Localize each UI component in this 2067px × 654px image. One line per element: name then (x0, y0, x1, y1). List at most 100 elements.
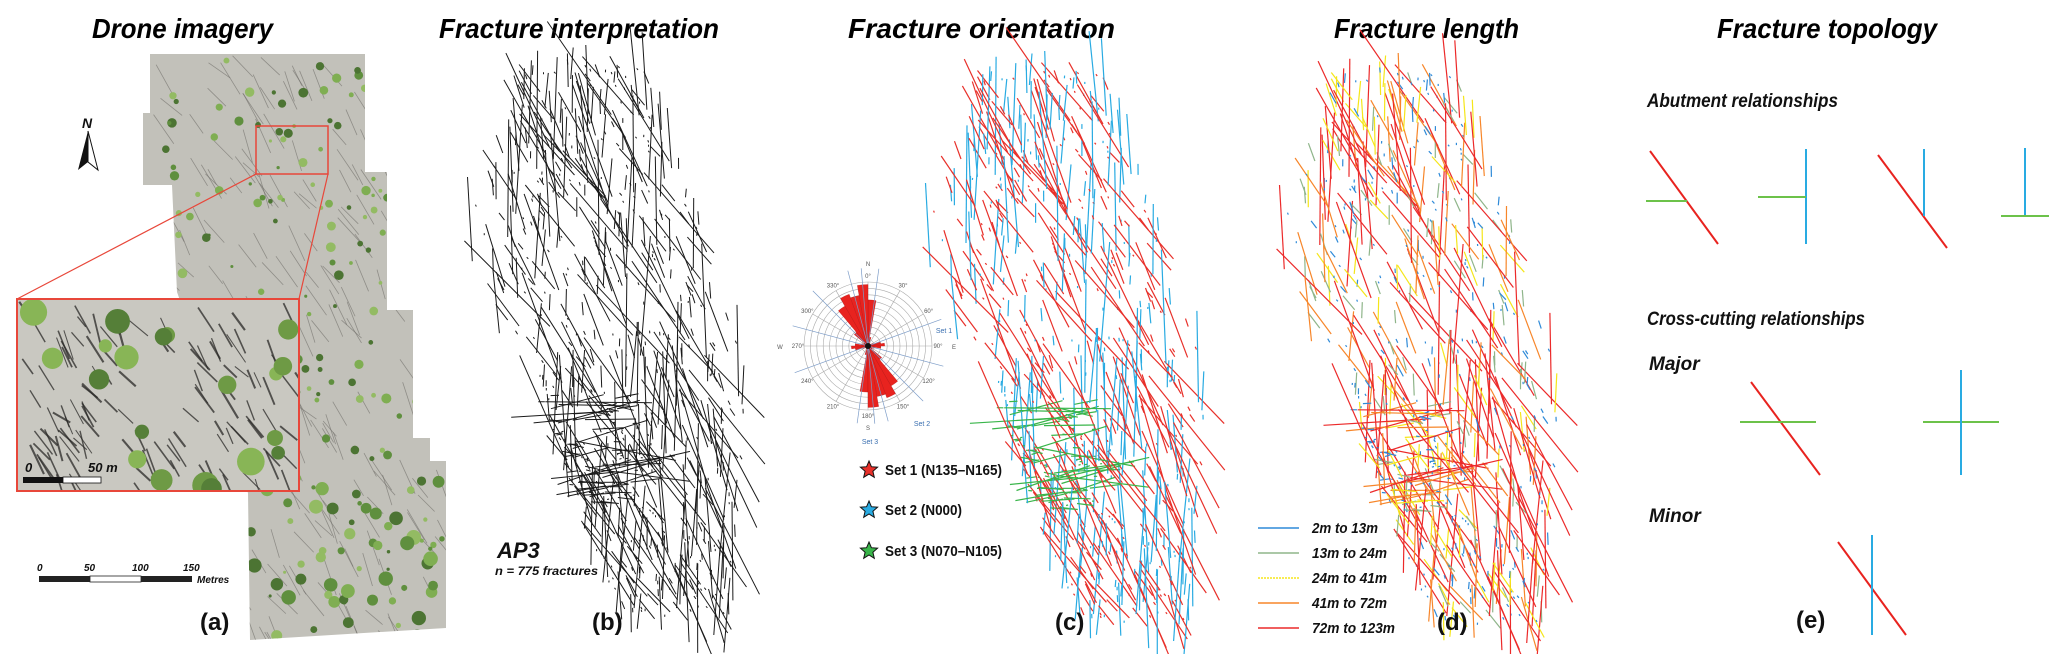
fracture-line (721, 459, 723, 463)
fracture-line (1361, 116, 1376, 148)
fracture-line (970, 104, 978, 177)
vegetation-patch (425, 314, 433, 323)
vegetation-patch (321, 434, 331, 443)
vegetation-patch (367, 594, 379, 606)
fracture-line (1436, 183, 1440, 198)
fracture-line (1068, 480, 1072, 483)
fracture-line (582, 56, 635, 116)
fracture-line (1081, 206, 1084, 209)
fracture-line (1039, 355, 1045, 399)
crack-texture (332, 401, 348, 426)
fracture-line (1173, 551, 1181, 642)
vegetation-patch (201, 478, 222, 491)
fracture-line (1429, 460, 1436, 463)
crack-texture (311, 320, 330, 343)
vegetation-patch (202, 233, 211, 242)
fracture-line (668, 577, 673, 584)
fracture-line (1036, 78, 1055, 142)
fracture-line (1189, 414, 1196, 422)
fracture-line (1058, 94, 1061, 107)
fracture-line (1322, 117, 1339, 152)
fracture-line (709, 572, 713, 580)
fracture-line (1381, 187, 1384, 190)
vegetation-patch (230, 572, 234, 576)
fracture-line (1398, 477, 1404, 480)
fracture-line (1430, 533, 1457, 582)
fracture-line (530, 287, 543, 303)
fracture-line (1025, 59, 1028, 94)
fracture-line (593, 329, 596, 340)
fracture-line (981, 74, 984, 106)
fracture-line (1324, 106, 1332, 179)
fracture-line (675, 310, 722, 388)
fracture-line (585, 469, 591, 472)
fracture-line (1103, 178, 1174, 260)
fracture-line (1449, 329, 1452, 414)
crack-texture (355, 259, 369, 292)
fracture-line (1025, 65, 1028, 71)
crack-texture (264, 631, 286, 640)
fracture-line (1076, 217, 1079, 221)
abutment-diagram-3 (1877, 149, 1948, 249)
fracture-line (1352, 214, 1357, 221)
rose-diagram: 0°30°60°90°120°150°180°210°240°270°300°3… (777, 262, 956, 446)
rose-petal (840, 294, 869, 347)
fracture-line (1002, 78, 1008, 114)
fracture-line (1078, 463, 1081, 466)
fracture-line (709, 282, 712, 299)
fracture-line (1007, 96, 1011, 129)
fracture-line (541, 360, 544, 364)
fracture-line (580, 520, 635, 606)
fracture-line (1143, 544, 1147, 548)
fracture-line (1430, 220, 1433, 245)
fracture-line (1005, 399, 1009, 427)
fracture-line (977, 119, 1034, 182)
crack-texture (305, 271, 319, 288)
fracture-line (503, 79, 547, 155)
fracture-line (517, 84, 525, 96)
fracture-line (1182, 617, 1185, 621)
fracture-line (1317, 60, 1362, 155)
crack-texture (54, 435, 64, 462)
fracture-line (632, 486, 640, 498)
fracture-line (1370, 99, 1394, 141)
crack-texture (439, 97, 446, 123)
fracture-line (624, 491, 653, 561)
fracture-line (1299, 291, 1332, 335)
vegetation-patch (444, 186, 446, 197)
fracture-line (1385, 422, 1414, 429)
fracture-line (1015, 439, 1022, 442)
crack-texture (39, 427, 59, 447)
fracture-line (1029, 449, 1043, 455)
fracture-line (712, 342, 716, 347)
fracture-line (668, 337, 671, 341)
fracture-line (1051, 433, 1083, 436)
fracture-line (1026, 476, 1038, 479)
rose-degree-label: 150° (897, 405, 910, 411)
fracture-line (999, 312, 1055, 399)
fracture-line (708, 541, 714, 599)
fracture-line (1492, 562, 1496, 592)
fracture-line (662, 351, 667, 454)
crack-texture (204, 460, 213, 475)
crack-texture (299, 70, 313, 102)
vegetation-patch (153, 591, 163, 601)
fracture-line (1430, 504, 1448, 509)
vegetation-patch (273, 356, 293, 376)
fracture-line (945, 176, 953, 194)
fracture-line (536, 50, 539, 169)
fracture-line (1504, 302, 1509, 312)
fracture-line (1003, 155, 1009, 243)
fracture-line (999, 106, 1006, 115)
fracture-line (1065, 504, 1069, 507)
fracture-line (1389, 281, 1446, 344)
fracture-line (1007, 300, 1010, 317)
fracture-line (1374, 280, 1381, 295)
fracture-line (600, 365, 603, 388)
crack-texture (262, 376, 276, 406)
crack-texture (247, 418, 263, 439)
fracture-line (507, 173, 526, 230)
fracture-line (723, 577, 731, 653)
fracture-line (1387, 448, 1489, 469)
fracture-line (1377, 332, 1381, 336)
